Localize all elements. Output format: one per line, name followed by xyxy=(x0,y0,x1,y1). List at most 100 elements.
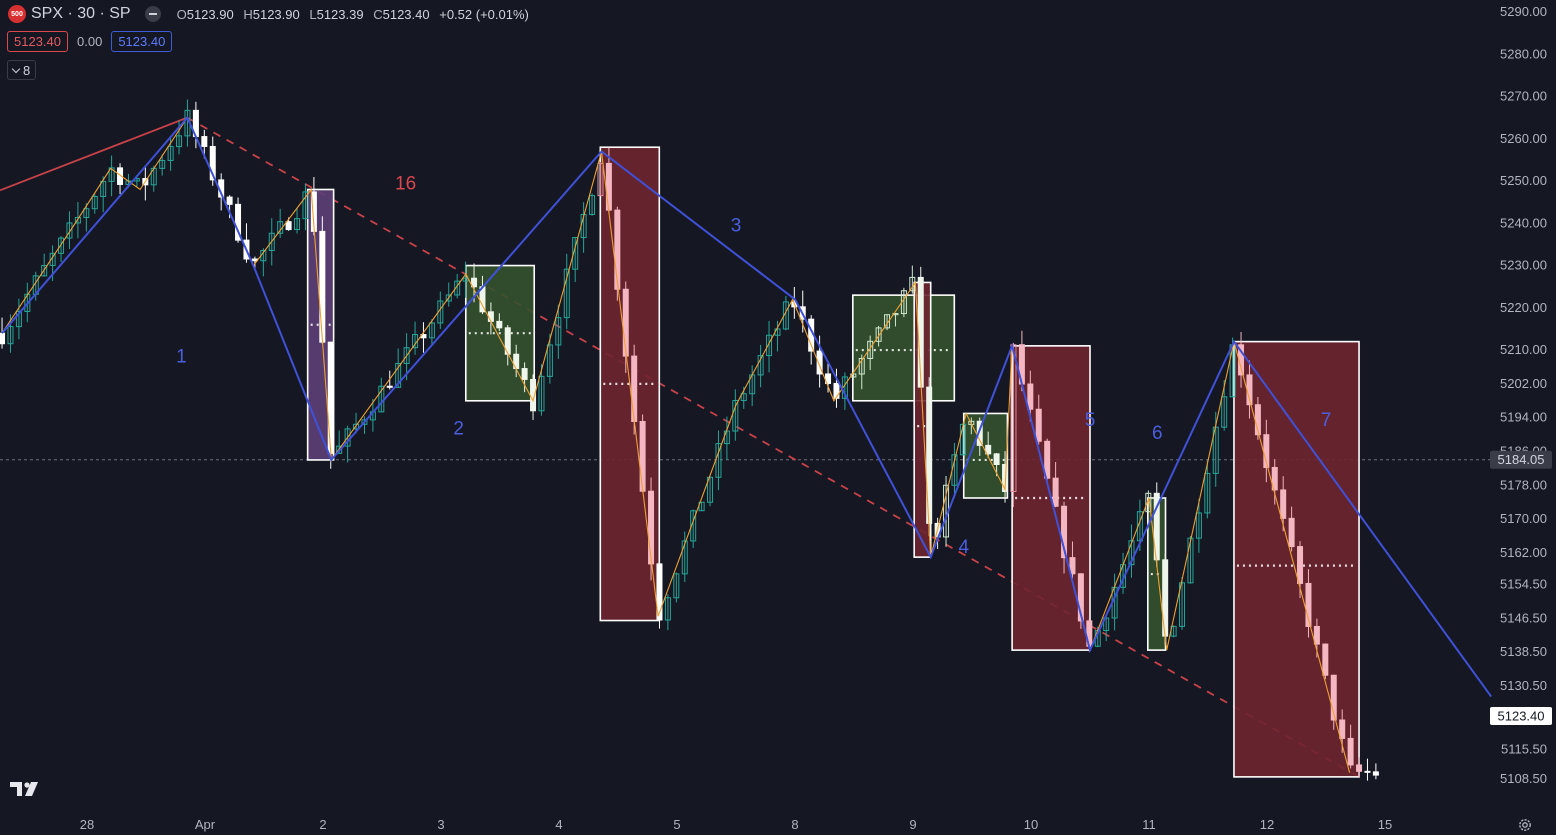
candle xyxy=(496,313,503,331)
price-tick-6: 5240.00 xyxy=(1500,215,1547,230)
candle xyxy=(353,412,360,434)
candle-body xyxy=(0,332,6,345)
buy-button[interactable]: 5123.40 xyxy=(111,31,173,52)
candle xyxy=(386,370,393,390)
candle-body xyxy=(1069,557,1076,575)
eye-hide-icon[interactable] xyxy=(144,6,161,22)
candle-body xyxy=(1027,383,1034,410)
major-zigzag-line xyxy=(1,115,1493,698)
candle-body xyxy=(976,420,983,446)
candle xyxy=(243,223,250,263)
tradingview-logo-icon[interactable] xyxy=(10,780,42,798)
price-label-bg-2 xyxy=(1490,707,1552,726)
wave-label-6: 5 xyxy=(1085,410,1096,431)
candle xyxy=(622,281,629,373)
candle xyxy=(1128,524,1135,578)
symbol-title[interactable]: SPX · 30 · SP xyxy=(31,5,131,22)
candle xyxy=(572,237,579,283)
candle-body xyxy=(1305,582,1312,627)
price-tick-2: 5280.00 xyxy=(1500,46,1547,61)
wave-label-4: 3 xyxy=(731,216,742,237)
candle-body xyxy=(15,310,22,328)
high-label: H xyxy=(243,6,253,22)
price-tick-7: 5230.00 xyxy=(1500,258,1547,273)
time-tick-6: 5 xyxy=(673,817,680,832)
candle xyxy=(1035,394,1042,445)
gear-icon[interactable] xyxy=(1517,817,1533,833)
candle xyxy=(1077,573,1084,629)
candle-body xyxy=(1372,771,1379,776)
symbol-logo-icon[interactable]: 500 xyxy=(8,5,26,23)
candle xyxy=(1061,501,1068,574)
time-axis[interactable]: 28 Apr 2 3 4 5 8 9 10 11 12 15 xyxy=(80,817,1392,832)
trade-row: 5123.40 0.00 5123.40 xyxy=(7,31,173,52)
low-label: L xyxy=(309,6,317,22)
candle xyxy=(58,235,65,263)
candle-body xyxy=(1204,472,1211,514)
candle xyxy=(555,304,562,359)
candle-body xyxy=(1339,719,1346,739)
candle-body xyxy=(546,344,553,377)
candle-body xyxy=(201,136,208,147)
candle-body xyxy=(41,264,48,277)
candle-body xyxy=(833,382,840,399)
candle-body xyxy=(66,222,73,239)
candle xyxy=(521,362,528,393)
candle-body xyxy=(1035,408,1042,442)
high-value: 5123.90 xyxy=(252,6,300,22)
candle-body xyxy=(445,294,452,302)
candle-body xyxy=(1145,492,1152,513)
candle xyxy=(782,295,789,331)
candle-body xyxy=(875,327,882,342)
indicators-toggle[interactable]: 8 xyxy=(7,60,37,80)
candle-body xyxy=(83,208,90,218)
sell-button[interactable]: 5123.40 xyxy=(7,31,68,52)
time-tick-4: 3 xyxy=(437,817,444,832)
candle xyxy=(766,320,773,373)
candle-body xyxy=(740,393,747,401)
candles xyxy=(0,99,1379,781)
price-tick-17: 5146.50 xyxy=(1500,610,1547,625)
candle xyxy=(1069,541,1076,579)
candle xyxy=(648,477,655,581)
candle-body xyxy=(858,357,865,375)
candle-body xyxy=(639,420,646,492)
time-tick-3: 2 xyxy=(319,817,326,832)
candle-body xyxy=(1077,573,1084,622)
wave-label-5: 4 xyxy=(958,537,969,558)
candle xyxy=(1356,757,1363,778)
candle-body xyxy=(1052,477,1059,507)
candle-body xyxy=(1195,512,1202,539)
time-tick-12: 15 xyxy=(1378,817,1392,832)
price-tick-10: 5202.00 xyxy=(1500,376,1547,391)
candle-body xyxy=(597,162,604,197)
candle-body xyxy=(74,216,81,224)
candle-body xyxy=(209,145,216,181)
candle-body xyxy=(268,232,275,252)
candle-body xyxy=(572,237,579,270)
candle xyxy=(1187,536,1194,584)
legend-header: 500 SPX · 30 · SP O5123.90 H5123.90 L512… xyxy=(8,4,529,24)
candle xyxy=(614,206,621,301)
price-tick-3: 5270.00 xyxy=(1500,89,1547,104)
candle xyxy=(1052,462,1059,508)
candle xyxy=(74,202,81,239)
price-label-2: 5123.40 xyxy=(1498,709,1545,724)
price-axis[interactable]: 5290.00 5280.00 5270.00 5260.00 5250.00 5240.… xyxy=(1500,4,1547,786)
candle xyxy=(445,282,452,307)
candle xyxy=(1280,476,1287,532)
price-tick-8: 5220.00 xyxy=(1500,300,1547,315)
wave-label-7: 6 xyxy=(1152,423,1163,444)
candle xyxy=(462,261,469,298)
candle-body xyxy=(7,326,14,345)
candle xyxy=(1347,724,1354,769)
candle xyxy=(159,154,166,176)
candle xyxy=(1204,460,1211,519)
candle xyxy=(546,333,553,384)
candle-body xyxy=(353,423,360,430)
candle-body xyxy=(816,350,823,375)
price-tick-4: 5260.00 xyxy=(1500,131,1547,146)
candle xyxy=(91,193,98,214)
candle xyxy=(715,430,722,491)
